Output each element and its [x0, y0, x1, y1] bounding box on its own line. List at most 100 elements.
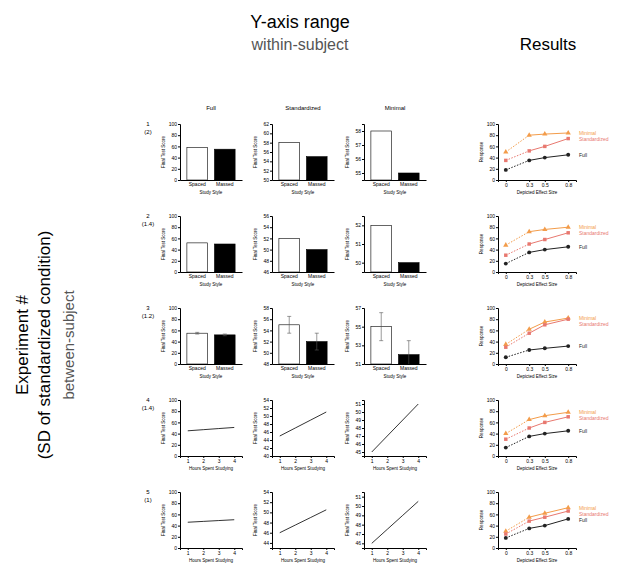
y-axis: 020406080100 [487, 213, 499, 275]
series-line [529, 319, 568, 333]
y-tick-mark [178, 456, 180, 457]
y-tick: 49 [355, 417, 364, 423]
bar [214, 149, 235, 180]
x-axis-title: Study Style [200, 374, 223, 379]
y-tick: 60 [489, 236, 498, 242]
y-tick: 50 [263, 413, 272, 419]
x-tick-label: 0.3 [526, 366, 533, 372]
y-tick-label: 48 [263, 520, 269, 526]
bar [187, 333, 208, 364]
y-tick-label: 0 [492, 269, 495, 275]
x-tick: 0.3 [526, 272, 533, 280]
line [372, 404, 419, 452]
y-tick-mark [496, 135, 498, 136]
x-axis: 00.30.50.8 [499, 548, 577, 556]
x-axis-title: Study Style [384, 282, 407, 287]
x-tick: 0 [505, 364, 508, 372]
x-tick: Massed [308, 181, 326, 187]
y-tick-mark [496, 400, 498, 401]
row-sd-label: (1) [144, 497, 151, 503]
y-axis-line [496, 401, 499, 457]
y-axis: 50525456586062 [263, 121, 272, 183]
x-tick-label: 0 [505, 366, 508, 372]
y-tick-label: 54 [263, 489, 269, 495]
x-tick: 4 [233, 548, 236, 556]
y-tick-label: 52 [263, 236, 269, 242]
x-axis-title: Depicted Effect Size [517, 190, 558, 195]
y-tick: 47 [355, 433, 364, 439]
x-tick: Spaced [281, 273, 298, 279]
x-tick-label: 0.8 [565, 550, 572, 556]
error-bar-line [223, 334, 227, 335]
y-tick-mark [178, 503, 180, 504]
x-tick-label: Spaced [281, 273, 298, 279]
y-tick-label: 54 [263, 397, 269, 403]
y-tick: 100 [487, 489, 498, 495]
y-tick-mark [362, 452, 364, 453]
series-marker [527, 519, 530, 522]
y-tick-label: 60 [489, 328, 495, 334]
x-axis: SpacedMassed [365, 365, 427, 371]
y-tick-label: 48 [263, 258, 269, 264]
y-tick-mark [178, 434, 180, 435]
y-tick-label: 100 [169, 305, 178, 311]
y-tick-mark [270, 364, 272, 365]
x-tick-label: 2 [202, 550, 205, 556]
x-axis: 00.30.50.8 [499, 180, 577, 188]
y-tick: 50 [355, 260, 364, 266]
x-axis-title: Study Style [384, 190, 407, 195]
y-tick: 20 [171, 350, 180, 356]
y-tick: 80 [489, 224, 498, 230]
x-tick: 2 [202, 548, 205, 556]
series-line [529, 247, 568, 253]
y-tick-mark [496, 548, 498, 549]
y-tick-label: 46 [263, 530, 269, 536]
y-tick-label: 60 [171, 236, 177, 242]
y-tick-label: 40 [489, 247, 495, 253]
x-tick-label: 0.8 [565, 182, 572, 188]
y-tick-label: 100 [169, 489, 178, 495]
series-line [506, 160, 529, 170]
y-tick-mark [496, 364, 498, 365]
x-tick: Massed [400, 273, 418, 279]
series-line [506, 151, 529, 161]
series-marker [543, 515, 546, 518]
y-tick: 48 [263, 258, 272, 264]
y-tick-mark [178, 216, 180, 217]
x-tick-label: 1 [279, 458, 282, 464]
y-tick: 44 [263, 437, 272, 443]
side-label: (SD of standardized condition) [35, 231, 54, 460]
y-tick-label: 49 [355, 417, 361, 423]
y-tick-label: 52 [263, 499, 269, 505]
y-tick-mark [178, 272, 180, 273]
y-tick-label: 47 [355, 531, 361, 537]
panel: MinimalStandardizedFull02040608010000.30… [479, 121, 609, 195]
y-tick-label: 50 [263, 247, 269, 253]
series-marker [527, 242, 530, 245]
y-tick: 0 [174, 361, 180, 367]
subtitle: within-subject [251, 36, 349, 53]
y-tick: 40 [489, 431, 498, 437]
y-tick-mark [270, 238, 272, 239]
y-tick: 40 [171, 523, 180, 529]
x-tick: 0.8 [565, 548, 572, 556]
series-marker [543, 346, 547, 350]
error-bar-line [195, 332, 199, 333]
y-tick: 58 [355, 128, 364, 134]
y-tick-label: 40 [489, 155, 495, 161]
x-tick: 2 [294, 456, 297, 464]
series-line [506, 252, 529, 263]
y-tick-mark [270, 533, 272, 534]
y-tick-mark [178, 342, 180, 343]
bar [187, 148, 208, 180]
y-tick-label: 40 [171, 339, 177, 345]
x-axis: 1234 [181, 548, 243, 556]
series-marker [527, 526, 531, 530]
series-marker [504, 446, 508, 450]
plot-marks [372, 404, 419, 452]
y-axis-title: Final Test Score [161, 411, 166, 444]
y-tick-mark [178, 180, 180, 181]
series-line [529, 139, 568, 151]
series-marker [504, 536, 508, 540]
y-tick-mark [362, 263, 364, 264]
